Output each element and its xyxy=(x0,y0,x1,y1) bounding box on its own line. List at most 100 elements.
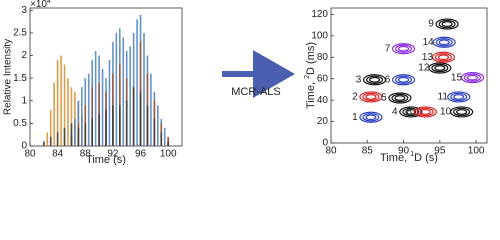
y-axis-label: Relative Intensity xyxy=(3,39,14,115)
contour-ring xyxy=(368,76,381,83)
peak-label: 4 xyxy=(392,107,398,118)
process-label: MCR-ALS xyxy=(231,86,281,98)
y-tick-label: 40 xyxy=(317,95,329,106)
y-axis-label: Time, 2D (ms) xyxy=(304,42,317,109)
y-tick-label: 80 xyxy=(317,52,329,63)
axis-label-part: D (ms) xyxy=(305,42,317,75)
contour-ring xyxy=(391,93,409,103)
contour-ring xyxy=(395,75,413,84)
peak-label: 2 xyxy=(352,92,358,103)
contour-ring xyxy=(419,109,431,115)
contour-ring xyxy=(388,92,412,104)
y-tick-label: 120 xyxy=(311,9,328,20)
contour-ring xyxy=(431,63,449,73)
contour-ring xyxy=(435,38,453,47)
x-tick-label: 85 xyxy=(362,146,374,157)
x-tick-label: 88 xyxy=(80,149,92,160)
contour-ring xyxy=(416,107,434,117)
y-tick-label: 0 xyxy=(21,141,27,152)
y-tick-label: 1 xyxy=(21,95,27,106)
contour-ring xyxy=(450,92,468,102)
x-tick-label: 80 xyxy=(24,149,36,160)
axis-label-part: D (s) xyxy=(414,152,438,164)
contour-ring xyxy=(402,107,420,117)
axis-label-part: Time, xyxy=(305,79,317,109)
contour-ring xyxy=(394,95,406,101)
contour-ring xyxy=(438,19,456,29)
contour-ring xyxy=(434,53,452,62)
contour-ring xyxy=(391,74,416,86)
y-tick-label: 0 xyxy=(322,138,328,149)
peak-label: 6 xyxy=(385,74,391,85)
contour-ring xyxy=(362,92,380,102)
x-tick-label: 90 xyxy=(398,146,410,157)
contour-ring xyxy=(428,62,452,74)
contour-ring xyxy=(431,51,456,63)
peak-label: 10 xyxy=(440,107,452,118)
contour-ring xyxy=(362,113,380,122)
contour-ring xyxy=(365,114,377,121)
y-tick-label: 100 xyxy=(311,30,328,41)
contour-ring xyxy=(405,109,417,115)
peak-label: 15 xyxy=(451,72,463,83)
x-tick-label: 80 xyxy=(325,146,337,157)
y-tick-label: 1.5 xyxy=(13,73,27,84)
y-tick-label: 60 xyxy=(317,73,329,84)
contour-ring xyxy=(460,72,485,84)
contour-ring xyxy=(398,45,410,52)
multiplier-exponent: 4 xyxy=(47,0,51,5)
peak-label: 5 xyxy=(381,93,387,104)
peak-label: 11 xyxy=(438,92,449,103)
contour-ring xyxy=(438,39,450,46)
peak-label: 13 xyxy=(422,52,434,63)
peak-label: 8 xyxy=(407,107,413,118)
x-tick-label: 100 xyxy=(468,146,485,157)
contour-ring xyxy=(413,106,437,118)
contour-ring xyxy=(466,74,479,81)
axis-label-part: Time, xyxy=(380,152,410,164)
x-axis-label: Time (s) xyxy=(86,154,126,166)
contour-ring xyxy=(362,74,387,86)
multiplier-base: ×10 xyxy=(30,0,47,10)
contour-ring xyxy=(447,91,471,103)
peak-label: 9 xyxy=(428,19,434,30)
contour-ring xyxy=(463,73,482,82)
contour-ring xyxy=(453,107,471,117)
x-tick-label: 92 xyxy=(107,149,119,160)
x-tick-label: 84 xyxy=(52,149,64,160)
x-tick-label: 96 xyxy=(135,149,147,160)
peak-label: 1 xyxy=(352,112,358,123)
contour-ring xyxy=(398,76,410,83)
axis-multiplier: ×104 xyxy=(30,0,51,10)
x-tick-label: 100 xyxy=(160,149,177,160)
contour-ring xyxy=(450,106,474,118)
contour-ring xyxy=(365,94,377,100)
contour-ring xyxy=(391,43,416,55)
y-tick-label: 2 xyxy=(21,50,27,61)
contour-ring xyxy=(359,111,383,123)
contour-ring xyxy=(434,65,446,71)
y-tick-label: 20 xyxy=(317,116,329,127)
x-axis-label: Time, 1D (s) xyxy=(380,151,438,164)
y-tick-label: 3 xyxy=(21,5,27,16)
y-tick-label: 0.5 xyxy=(13,118,27,129)
peak-label: 14 xyxy=(423,37,435,48)
contour-ring xyxy=(453,94,465,100)
peak-label: 12 xyxy=(418,63,430,74)
contour-ring xyxy=(395,44,413,53)
figure: MCR-ALS 80 84 88 92 96 10000.511.522.53×104Re… xyxy=(3,0,488,166)
contour-ring xyxy=(435,18,459,30)
contour-ring xyxy=(399,106,423,118)
contour-ring xyxy=(437,54,450,61)
contour-ring xyxy=(441,21,453,27)
y-tick-label: 2.5 xyxy=(13,28,27,39)
plot-frame xyxy=(330,7,488,144)
peak-label: 3 xyxy=(356,74,362,85)
contour-ring xyxy=(366,75,384,84)
contour-ring xyxy=(359,91,383,103)
peak-label: 7 xyxy=(385,43,391,54)
contour-ring xyxy=(456,109,468,115)
x-tick-label: 95 xyxy=(434,146,446,157)
axis-label-part: 1 xyxy=(410,151,414,158)
contour-ring xyxy=(432,36,456,48)
